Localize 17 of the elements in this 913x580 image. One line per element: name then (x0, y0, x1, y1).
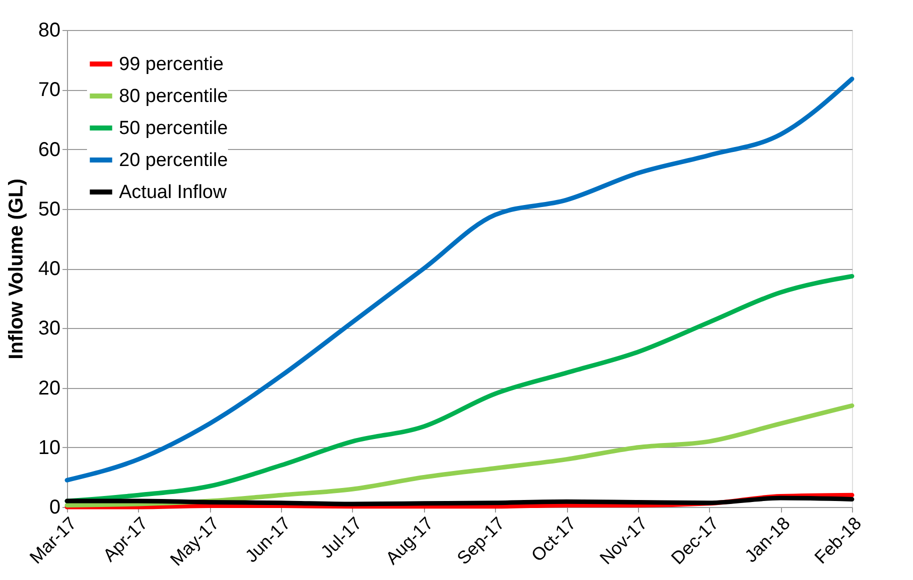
legend-label: 99 percentie (119, 54, 224, 75)
y-tick-label: 10 (38, 436, 60, 459)
y-tick-label: 30 (38, 318, 60, 340)
y-tick-label: 80 (38, 20, 60, 42)
legend-label: 50 percentile (119, 118, 228, 139)
y-tick-label: 20 (38, 377, 60, 400)
line-series (64, 76, 854, 482)
y-tick-label: 60 (38, 138, 60, 161)
legend-label: Actual Inflow (119, 182, 227, 203)
legend-label: 20 percentile (119, 150, 228, 171)
line-series (64, 403, 854, 508)
y-tick-label: 50 (38, 198, 60, 220)
y-tick-label: 40 (38, 258, 60, 280)
y-tick-label: 70 (38, 79, 60, 102)
legend-label: 80 percentile (119, 86, 228, 107)
y-axis-title: Inflow Volume (GL) (5, 178, 28, 360)
y-tick-label: 0 (49, 496, 60, 518)
